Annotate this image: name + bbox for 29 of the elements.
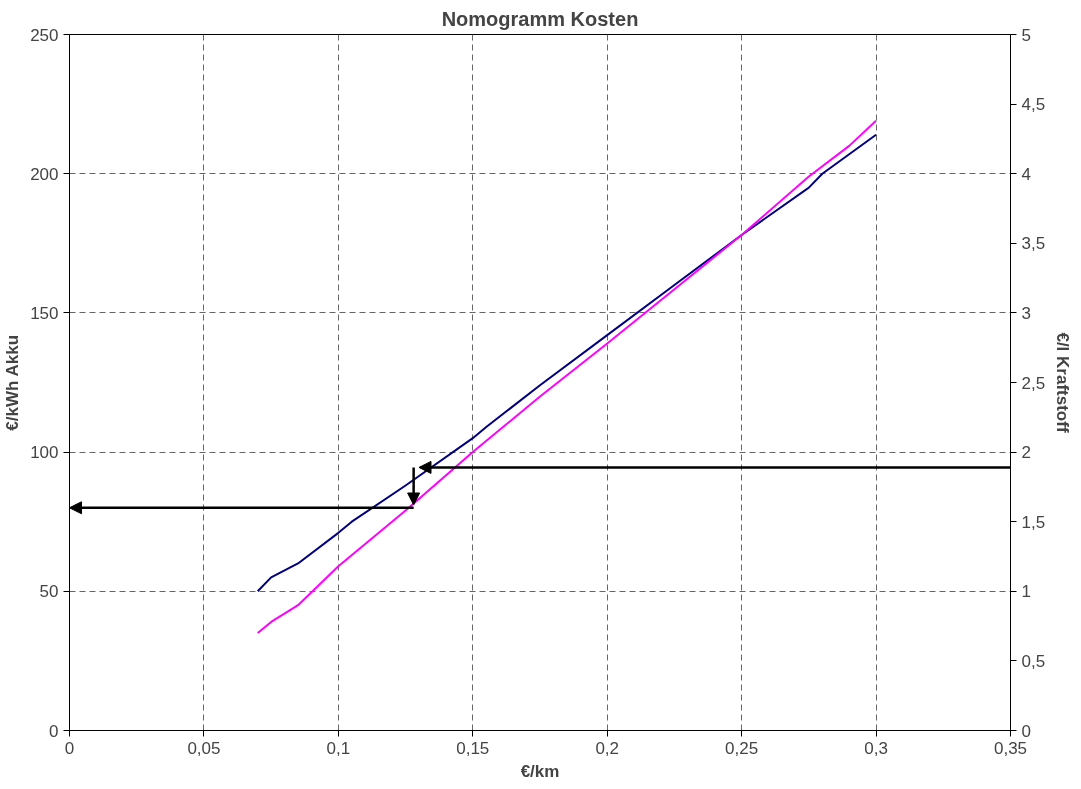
y-tick-label: 0 <box>49 721 59 741</box>
y-axis-title: €/kWh Akku <box>3 334 23 431</box>
chart-title: Nomogramm Kosten <box>441 7 639 30</box>
y2-tick-label: 3 <box>1021 303 1031 323</box>
x-tick-label: 0,15 <box>456 738 490 758</box>
y2-tick-label: 4,5 <box>1021 95 1046 115</box>
x-tick-label: 0,2 <box>595 738 620 758</box>
y-tick-label: 50 <box>39 582 59 602</box>
y-tick-label: 200 <box>30 164 59 184</box>
y-tick-label: 150 <box>30 303 59 323</box>
x-tick-label: 0,35 <box>993 738 1028 758</box>
y2-tick-label: 2,5 <box>1021 373 1046 393</box>
y2-axis-title: €/l Kraftstoff <box>1053 332 1073 433</box>
y2-tick-label: 0,5 <box>1021 651 1046 671</box>
y2-tick-label: 4 <box>1021 164 1031 184</box>
x-tick-label: 0,1 <box>326 738 351 758</box>
x-tick-label: 0 <box>64 738 75 758</box>
x-axis-title: €/km <box>520 761 560 781</box>
y2-tick-label: 5 <box>1021 25 1031 45</box>
y2-tick-label: 1 <box>1021 582 1031 602</box>
x-tick-label: 0,05 <box>187 738 221 758</box>
x-tick-label: 0,25 <box>725 738 759 758</box>
y2-tick-label: 1,5 <box>1021 512 1046 532</box>
y2-tick-label: 2 <box>1021 443 1031 463</box>
x-tick-label: 0,3 <box>864 738 888 758</box>
y-tick-label: 250 <box>30 25 59 45</box>
y2-tick-label: 3,5 <box>1021 234 1046 254</box>
y2-tick-label: 0 <box>1021 721 1031 741</box>
y-tick-label: 100 <box>30 443 59 463</box>
